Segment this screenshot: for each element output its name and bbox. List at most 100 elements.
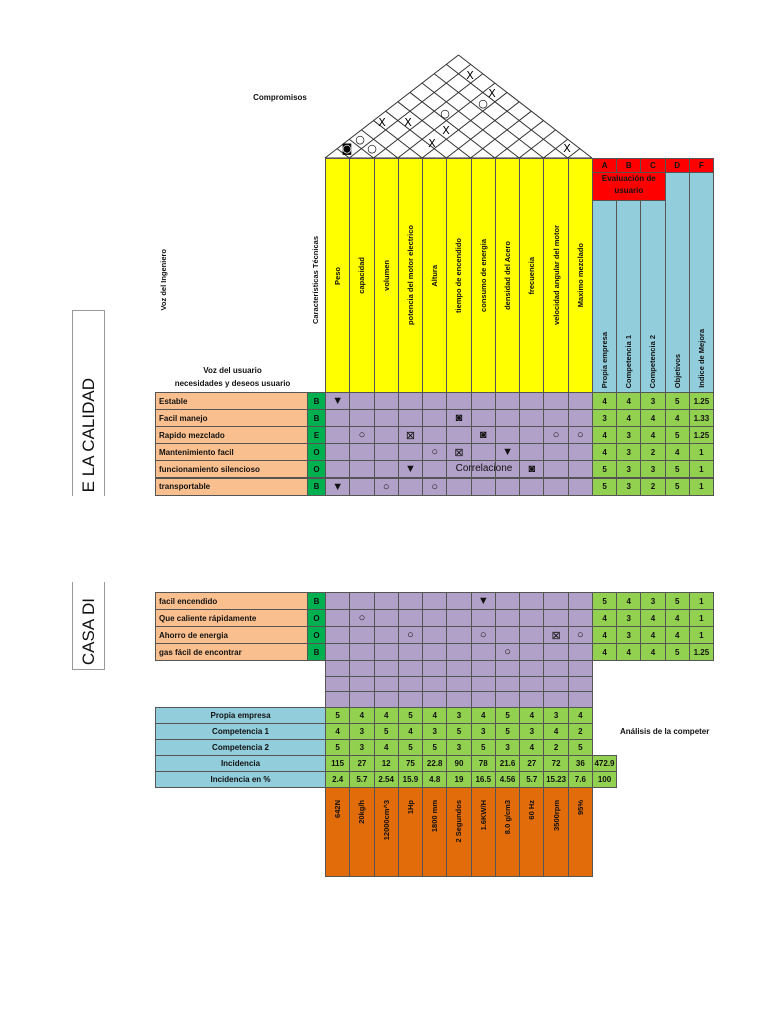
eval-column-header: Competencia 2: [640, 200, 666, 393]
characteristic-header: capacidad: [349, 158, 375, 393]
empty-cell: [373, 675, 399, 693]
relation-cell: [422, 460, 448, 479]
requirement: Facil manejo: [155, 409, 308, 428]
characteristic-text: frecuencia: [527, 256, 537, 295]
correlation-label: Correlacione: [455, 463, 513, 474]
competition-value: 90: [446, 755, 472, 772]
relation-cell: ○: [349, 426, 375, 445]
relation-cell: [494, 609, 521, 627]
relation-cell: ○: [397, 626, 424, 644]
engineer-voice-text: Voz del Ingeniero: [158, 249, 168, 311]
spec-text: 8.0 g/cm3: [503, 800, 513, 835]
spec-cell: 3500rpm: [543, 787, 569, 877]
evaluation-value: 5: [664, 592, 690, 610]
competition-value: 4: [397, 723, 424, 740]
empty-cell: [373, 691, 399, 709]
user-needs: necesidades y deseos usuario: [174, 378, 291, 388]
spec-text: 12000cm^3: [381, 800, 391, 841]
competition-value: 5: [325, 739, 351, 756]
characteristic-text: tiempo de encendido: [454, 237, 464, 313]
roof-mark: X: [442, 124, 450, 137]
evaluation-value: 3: [592, 409, 618, 428]
characteristic-header: consumo de energia: [470, 158, 496, 393]
relation-cell: [519, 477, 545, 496]
relation-cell: [567, 609, 593, 627]
relation-cell: [494, 626, 521, 644]
relation-cell: [470, 643, 496, 661]
empty-cell: [446, 660, 472, 677]
competition-label: Incidencia en %: [155, 771, 326, 788]
competition-value: 3: [470, 723, 496, 740]
competition-value: 5: [446, 723, 472, 740]
spec-text: 1Hp: [405, 800, 415, 815]
eval-column-header: Indice de Mejora: [688, 172, 714, 393]
importance: O: [307, 443, 326, 462]
evaluation-value: 4: [592, 426, 618, 445]
roof-line: [385, 110, 447, 159]
eval-column-text: Indice de Mejora: [696, 329, 706, 388]
competition-value: 5: [567, 739, 593, 756]
relation-cell: [567, 409, 593, 428]
evaluation-value: 4: [664, 443, 690, 462]
side-title-box: CASA DI: [72, 582, 105, 670]
evaluation-value: 1.25: [688, 426, 714, 445]
relation-cell: [325, 643, 351, 661]
competition-value: 5: [494, 723, 521, 740]
empty-cell: [470, 691, 496, 709]
roof-mark: ◙: [342, 142, 353, 155]
competition-value: 5: [373, 723, 399, 740]
relation-cell: [349, 392, 375, 411]
competition-title: Análisis de la competer: [620, 726, 710, 736]
relation-cell: [567, 477, 593, 496]
relation-cell: [325, 409, 351, 428]
relation-cell: [397, 443, 424, 462]
evaluation-value: 5: [664, 477, 690, 496]
empty-cell: [397, 675, 424, 693]
relation-cell: ▼: [325, 392, 351, 411]
relation-cell: ○: [422, 443, 448, 462]
evaluation-value: 4: [616, 643, 642, 661]
roof-line: [433, 73, 544, 159]
evaluation-value: 3: [616, 426, 642, 445]
relation-cell: [519, 626, 545, 644]
relation-cell: ○: [567, 426, 593, 445]
requirement: transportable: [155, 477, 308, 496]
relation-cell: [470, 392, 496, 411]
eval-column-header: Propia empresa: [592, 200, 618, 393]
characteristic-text: potencia del motor electrico: [405, 225, 415, 326]
empty-cell: [567, 691, 593, 709]
competition-value: 5: [397, 707, 424, 724]
importance: O: [307, 626, 326, 644]
evaluation-value: 4: [640, 409, 666, 428]
evaluation-value: 4: [616, 592, 642, 610]
competition-value: 5.7: [349, 771, 375, 788]
competition-value: 12: [373, 755, 399, 772]
relation-cell: [519, 426, 545, 445]
relation-cell: ▼: [470, 592, 496, 610]
empty-cell: [494, 660, 521, 677]
spec-cell: 12000cm^3: [373, 787, 399, 877]
requirement: Rapido mezclado: [155, 426, 308, 445]
competition-value: 115: [325, 755, 351, 772]
eval-column-text: Competencia 2: [648, 334, 658, 388]
evaluation-value: 4: [664, 409, 690, 428]
relation-cell: ▼: [494, 443, 521, 462]
relation-cell: ⊠: [397, 426, 424, 445]
relation-cell: [373, 626, 399, 644]
competition-value: 5: [397, 739, 424, 756]
relation-cell: [543, 409, 569, 428]
eval-letter: B: [616, 158, 642, 173]
relation-cell: [494, 409, 521, 428]
evaluation-value: 5: [592, 460, 618, 479]
competition-label: Competencia 2: [155, 739, 326, 756]
competition-value: 3: [349, 739, 375, 756]
roof-mark: X: [563, 142, 571, 155]
empty-cell: [567, 675, 593, 693]
empty-cell: [519, 675, 545, 693]
relation-cell: [494, 426, 521, 445]
evaluation-value: 3: [640, 592, 666, 610]
competition-value: 5: [422, 739, 448, 756]
empty-cell: [349, 691, 375, 709]
